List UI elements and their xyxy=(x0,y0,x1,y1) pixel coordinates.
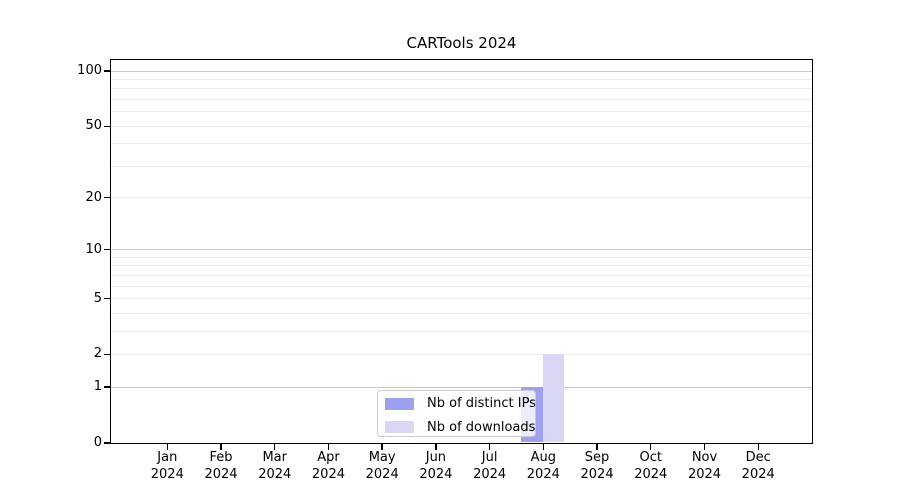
y-minor-gridline xyxy=(110,111,812,113)
x-tick-mark xyxy=(381,444,383,450)
x-tick-year: 2024 xyxy=(150,466,184,482)
y-minor-gridline xyxy=(110,330,812,332)
y-minor-gridline xyxy=(110,274,812,276)
x-tick-year: 2024 xyxy=(580,466,614,482)
y-tick-label: 10 xyxy=(85,241,102,257)
x-tick-year: 2024 xyxy=(311,466,345,482)
x-tick-label: Jun 2024 xyxy=(396,450,476,483)
y-tick-mark xyxy=(104,249,111,251)
y-tick-mark xyxy=(104,297,111,300)
legend-swatch-downloads xyxy=(385,421,414,433)
x-tick-month: Jan xyxy=(157,450,178,465)
x-tick-mark xyxy=(703,444,706,450)
y-tick-label: 20 xyxy=(85,189,102,205)
x-tick-label: Mar 2024 xyxy=(235,450,315,483)
y-minor-gridline xyxy=(110,312,812,314)
legend-item-distinct-ips: Nb of distinct IPs xyxy=(378,393,536,415)
plot-area xyxy=(109,58,813,444)
y-tick-label: 50 xyxy=(85,118,102,134)
x-tick-month: Sep xyxy=(584,450,610,465)
x-tick-month: Aug xyxy=(530,450,557,465)
bar-downloads-aug xyxy=(542,353,565,443)
y-major-gridline xyxy=(110,386,812,388)
x-tick-year: 2024 xyxy=(741,466,775,482)
x-tick-label: Feb 2024 xyxy=(181,450,261,483)
x-tick-month: Mar xyxy=(262,450,287,465)
y-major-gridline xyxy=(110,70,812,72)
y-tick-label: 0 xyxy=(93,435,102,450)
y-major-gridline xyxy=(110,249,812,251)
legend-swatch-distinct-ips xyxy=(385,397,414,410)
y-tick-label: 5 xyxy=(93,290,102,306)
y-minor-gridline xyxy=(110,298,812,300)
x-tick-month: Apr xyxy=(317,450,340,465)
x-tick-month: Oct xyxy=(639,450,662,465)
y-minor-gridline xyxy=(110,265,812,267)
y-tick-mark xyxy=(104,386,111,388)
x-tick-year: 2024 xyxy=(419,466,453,482)
x-tick-month: Nov xyxy=(691,450,718,465)
y-minor-gridline xyxy=(110,99,812,101)
x-tick-label: Apr 2024 xyxy=(288,450,368,483)
y-minor-gridline xyxy=(110,79,812,81)
y-tick-label: 100 xyxy=(77,63,102,79)
y-tick-mark xyxy=(104,442,111,444)
x-tick-mark xyxy=(435,444,437,450)
x-tick-year: 2024 xyxy=(634,466,668,482)
y-tick-label: 1 xyxy=(93,379,102,395)
x-tick-mark xyxy=(596,444,598,450)
x-tick-month: Jul xyxy=(481,450,498,465)
x-tick-mark xyxy=(488,444,491,450)
x-tick-year: 2024 xyxy=(365,466,399,482)
x-tick-mark xyxy=(274,444,276,450)
y-tick-label: 2 xyxy=(93,346,102,362)
x-tick-month: Jun xyxy=(425,450,447,465)
y-tick-mark xyxy=(104,125,111,127)
legend-label-downloads: Nb of downloads xyxy=(427,419,536,435)
y-minor-gridline xyxy=(110,197,812,199)
y-minor-gridline xyxy=(110,285,812,287)
x-tick-year: 2024 xyxy=(687,466,722,482)
y-minor-gridline xyxy=(110,143,812,145)
x-tick-label: Sep 2024 xyxy=(557,450,637,483)
x-tick-year: 2024 xyxy=(526,466,560,482)
x-tick-label: Jul 2024 xyxy=(450,450,530,483)
x-tick-mark xyxy=(166,444,168,450)
x-tick-mark xyxy=(650,444,652,450)
x-tick-mark xyxy=(757,444,759,450)
legend-label-distinct-ips: Nb of distinct IPs xyxy=(427,396,536,411)
x-tick-label: Aug 2024 xyxy=(503,450,583,483)
y-minor-gridline xyxy=(110,88,812,90)
x-tick-label: May 2024 xyxy=(342,450,422,483)
y-minor-gridline xyxy=(110,165,812,167)
x-tick-year: 2024 xyxy=(258,466,292,482)
legend-item-downloads: Nb of downloads xyxy=(378,416,535,438)
chart-title: CARTools 2024 xyxy=(406,34,517,52)
x-tick-label: Dec 2024 xyxy=(718,450,798,483)
y-minor-gridline xyxy=(110,353,812,355)
y-tick-mark xyxy=(104,353,111,356)
x-tick-label: Jan 2024 xyxy=(127,450,207,483)
x-tick-mark xyxy=(542,444,545,450)
x-tick-month: Feb xyxy=(209,450,233,465)
y-minor-gridline xyxy=(110,125,812,127)
x-tick-label: Oct 2024 xyxy=(611,450,691,483)
y-tick-mark xyxy=(104,197,111,199)
x-tick-mark xyxy=(327,444,330,450)
x-tick-year: 2024 xyxy=(204,466,238,482)
x-tick-mark xyxy=(220,444,222,450)
y-tick-mark xyxy=(104,70,111,72)
x-tick-label: Nov 2024 xyxy=(665,450,745,483)
x-tick-month: May xyxy=(368,450,396,465)
x-tick-year: 2024 xyxy=(473,466,507,482)
y-minor-gridline xyxy=(110,256,812,258)
legend: Nb of distinct IPs Nb of downloads xyxy=(377,390,536,437)
x-tick-month: Dec xyxy=(745,450,771,465)
